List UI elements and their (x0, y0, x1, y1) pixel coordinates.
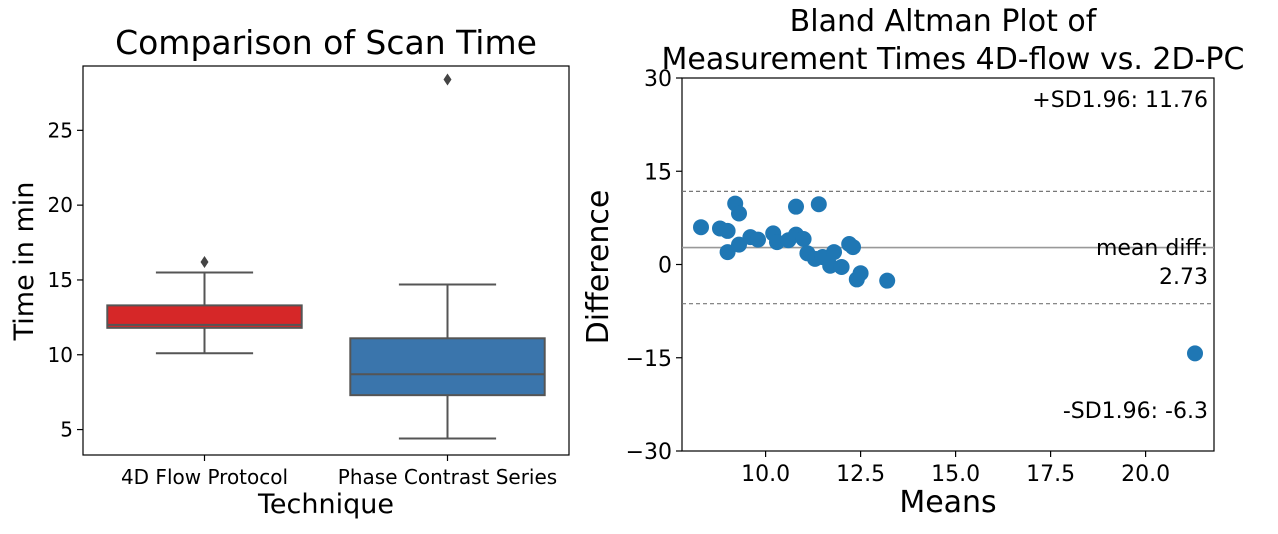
data-point (719, 244, 736, 261)
boxplot-title: Comparison of Scan Time (115, 23, 537, 62)
bland-altman-points (693, 195, 1203, 362)
y-tick-label: −30 (626, 440, 672, 465)
bland-altman-title-line-1: Bland Altman Plot of (790, 4, 1098, 39)
data-point (731, 205, 747, 222)
x-tick-label: Phase Contrast Series (338, 465, 557, 489)
y-tick-label: 30 (644, 67, 672, 92)
bland-altman-x-axis-label: Means (899, 485, 996, 520)
bland-altman-reference-lines (682, 190, 1214, 305)
boxplot-boxes (106, 73, 546, 440)
y-tick-label: 15 (48, 268, 73, 292)
data-point (845, 239, 861, 256)
boxplot-x-axis-label: Technique (257, 489, 394, 520)
mean-diff-annotation-label: mean diff: (1096, 236, 1208, 261)
data-point (852, 265, 869, 282)
y-tick-label: −15 (626, 347, 672, 372)
mean-diff-annotation-value: 2.73 (1159, 265, 1208, 290)
y-tick-label: 10 (48, 343, 73, 367)
y-tick-label: 15 (644, 160, 672, 185)
bland-altman-y-axis-label: Difference (581, 190, 616, 345)
data-point (750, 231, 766, 248)
data-point (810, 196, 827, 213)
x-tick-label: 10.0 (741, 462, 790, 487)
box (106, 304, 303, 329)
bland-altman-axes-frame (681, 77, 1215, 452)
outlier-marker (200, 255, 209, 268)
bland-altman-title-line-2: Measurement Times 4D-flow vs. 2D-PC (662, 42, 1245, 77)
lower-limit-annotation: -SD1.96: -6.3 (1063, 399, 1208, 424)
box (349, 337, 546, 397)
boxplot-y-ticks: 5 10 15 20 25 (48, 118, 83, 442)
data-point (693, 219, 709, 236)
boxplot-x-ticks: 4D Flow Protocol Phase Contrast Series (121, 455, 557, 489)
x-tick-label: 15.0 (931, 462, 980, 487)
bland-altman-x-ticks: 10.0 12.5 15.0 17.5 20.0 (741, 451, 1170, 487)
y-tick-label: 20 (48, 193, 73, 217)
data-point (826, 244, 842, 261)
data-point (719, 222, 736, 239)
x-tick-label: 4D Flow Protocol (121, 465, 288, 489)
data-point (788, 198, 804, 215)
outlier-marker (443, 73, 452, 86)
data-point (731, 236, 747, 253)
bland-altman-chart: Bland Altman Plot of Measurement Times 4… (581, 4, 1244, 520)
x-tick-label: 17.5 (1026, 462, 1075, 487)
boxplot-axes-frame (82, 65, 570, 456)
data-point (795, 231, 812, 248)
y-tick-label: 25 (48, 118, 73, 142)
boxplot-chart: Comparison of Scan Time 5 10 15 20 25 4D Flo… (9, 23, 570, 520)
data-point (879, 272, 896, 289)
data-point (833, 258, 850, 275)
boxplot-y-axis-label: Time in min (9, 182, 40, 342)
y-tick-label: 5 (60, 418, 73, 442)
bland-altman-y-ticks: 30 15 0 −15 −30 (626, 67, 682, 465)
x-tick-label: 12.5 (836, 462, 885, 487)
y-tick-label: 0 (658, 254, 672, 279)
upper-limit-annotation: +SD1.96: 11.76 (1032, 88, 1208, 113)
x-tick-label: 20.0 (1121, 462, 1170, 487)
data-point (1187, 345, 1203, 362)
